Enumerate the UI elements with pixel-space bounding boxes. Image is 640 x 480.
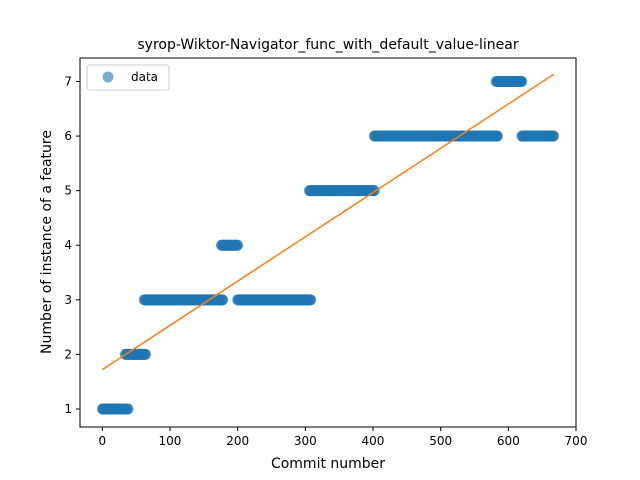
data-point: [232, 239, 244, 251]
x-axis-ticks: 0 100 200 300 400 500 600 700: [99, 427, 588, 448]
legend-marker: [102, 71, 114, 83]
data-point: [548, 130, 560, 142]
data-point: [122, 403, 134, 415]
plot-frame: [79, 57, 577, 428]
x-tick-label: 200: [226, 434, 249, 448]
y-tick-label: 3: [64, 293, 72, 307]
y-axis-title: Number of instance of a feature: [39, 130, 55, 354]
x-axis-title: Commit number: [271, 456, 385, 472]
y-tick-label: 4: [64, 238, 72, 252]
legend-label: data: [131, 70, 158, 84]
y-tick-label: 5: [64, 184, 72, 198]
y-axis-ticks: 1 2 3 4 5 6 7: [64, 74, 80, 416]
fit-layer: [101, 73, 555, 371]
y-tick-label: 1: [64, 402, 72, 416]
data-point: [492, 130, 504, 142]
data-point: [516, 75, 528, 87]
y-tick-label: 6: [64, 129, 72, 143]
x-tick-label: 600: [497, 434, 520, 448]
x-tick-label: 0: [99, 434, 107, 448]
x-tick-label: 300: [294, 434, 317, 448]
x-tick-label: 500: [429, 434, 452, 448]
legend: data: [86, 64, 170, 91]
x-tick-label: 400: [362, 434, 385, 448]
data-point: [305, 294, 317, 306]
data-point: [140, 348, 152, 360]
data-point: [217, 294, 229, 306]
x-tick-label: 100: [159, 434, 182, 448]
y-tick-label: 2: [64, 347, 72, 361]
x-tick-label: 700: [565, 434, 588, 448]
legend-box: [86, 64, 170, 91]
fit-line: [101, 73, 555, 371]
y-tick-label: 7: [64, 74, 72, 88]
chart-title: syrop-Wiktor-Navigator_func_with_default…: [137, 37, 518, 53]
